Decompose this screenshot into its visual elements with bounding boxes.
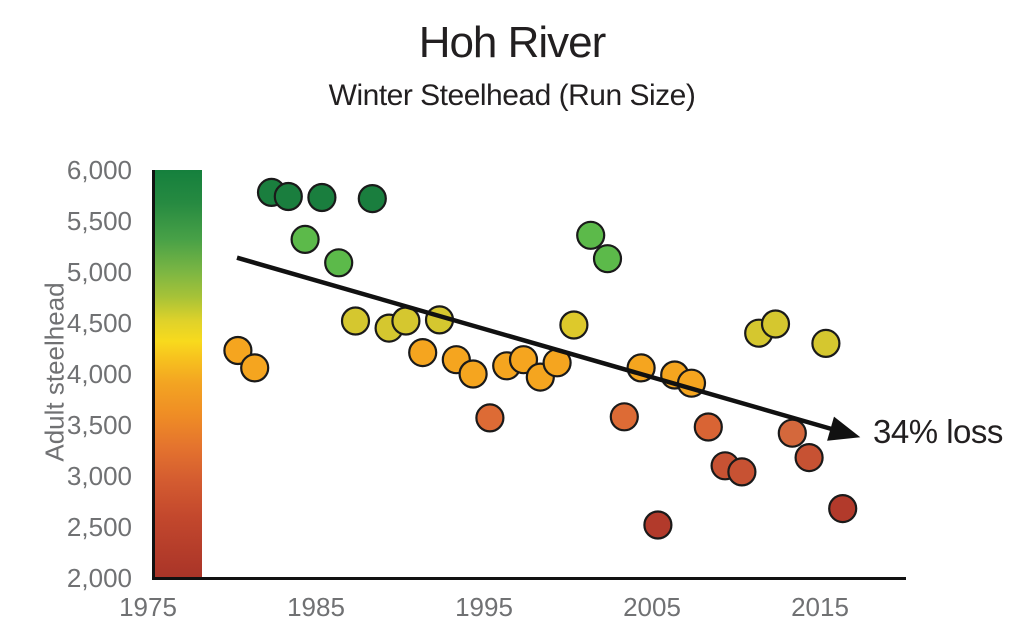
data-point-2016 [828, 494, 858, 524]
data-point-2005 [643, 510, 673, 540]
data-point-2012 [760, 309, 791, 339]
data-point-1983 [273, 181, 303, 212]
y-tick-label: 3,000 [67, 461, 132, 491]
data-point-2013 [777, 418, 807, 448]
data-point-1987 [340, 306, 371, 336]
data-point-2014 [794, 443, 824, 473]
data-point-2010 [727, 457, 757, 487]
data-point-1991 [408, 338, 438, 368]
y-tick-label: 4,500 [67, 308, 132, 338]
x-tick-label: 1995 [455, 592, 513, 622]
data-point-2003 [609, 402, 639, 432]
data-point-1994 [458, 359, 488, 389]
data-point-1981 [240, 353, 270, 383]
color-gradient-bar [154, 170, 202, 578]
x-axis-line [152, 577, 906, 580]
data-point-1986 [324, 248, 354, 278]
x-tick-label: 1985 [287, 592, 345, 622]
data-point-2001 [576, 220, 606, 250]
data-point-2002 [592, 244, 623, 274]
x-tick-label: 2015 [791, 592, 849, 622]
data-point-1985 [307, 182, 337, 213]
y-tick-label: 4,000 [67, 359, 132, 389]
trend-arrowhead-icon [827, 416, 861, 441]
data-point-1984 [290, 224, 320, 254]
x-tick-label: 1975 [119, 592, 177, 622]
data-point-2008 [693, 412, 723, 442]
chart-title: Hoh River [418, 18, 607, 67]
data-point-2000 [559, 310, 589, 340]
x-tick-label: 2005 [623, 592, 681, 622]
data-point-1997 [508, 345, 539, 375]
y-tick-label: 6,000 [67, 155, 132, 185]
chart-subtitle: Winter Steelhead (Run Size) [328, 79, 696, 112]
y-tick-label: 3,500 [67, 410, 132, 440]
trend-line [236, 255, 838, 433]
y-tick-label: 2,500 [67, 512, 132, 542]
data-point-1980 [223, 335, 253, 366]
data-point-1988 [357, 184, 387, 214]
data-point-2015 [811, 328, 841, 358]
y-tick-label: 5,500 [67, 206, 132, 236]
y-axis-line [152, 170, 155, 580]
y-tick-label: 5,000 [67, 257, 132, 287]
data-point-1990 [391, 306, 421, 336]
y-tick-label: 2,000 [67, 563, 132, 593]
data-point-1995 [475, 403, 505, 433]
trend-loss-annotation: 34% loss [873, 413, 1003, 450]
